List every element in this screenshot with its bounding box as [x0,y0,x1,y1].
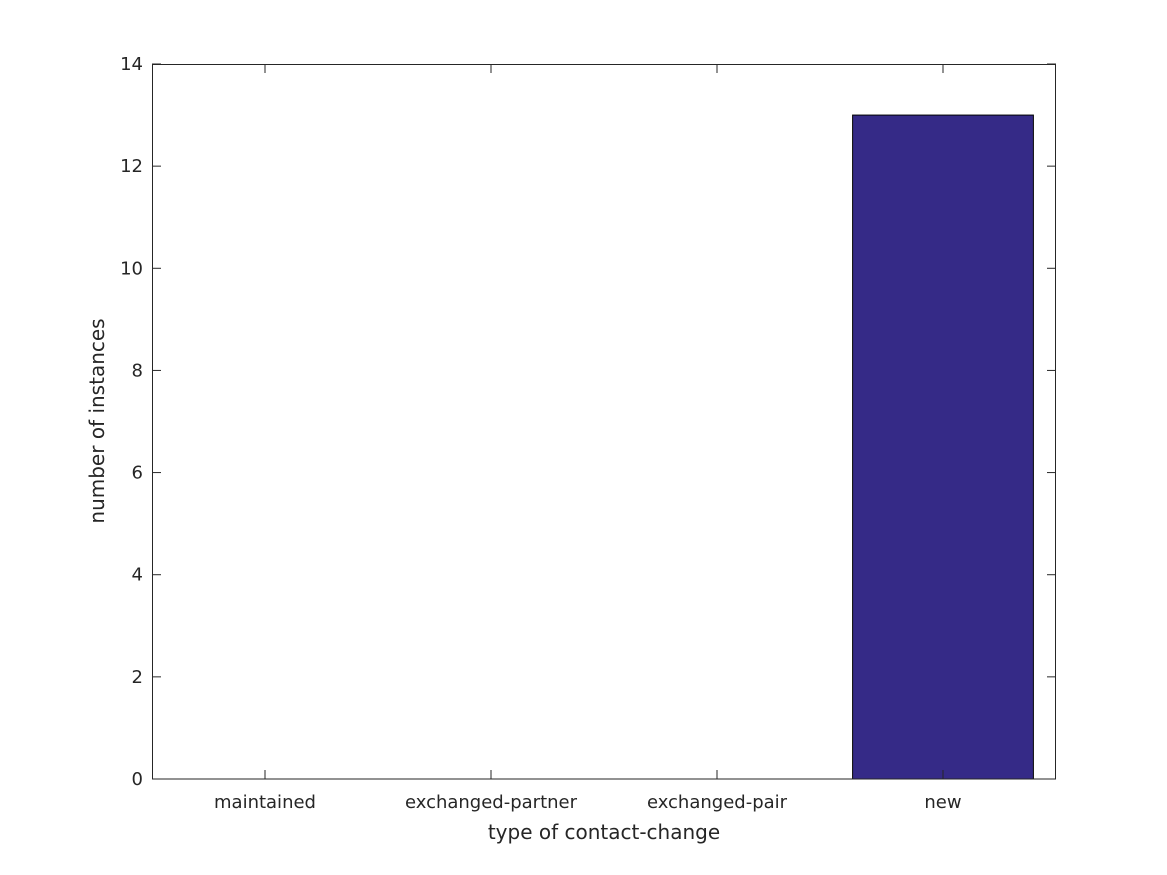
x-tick-label: maintained [214,792,316,813]
x-tick-label: new [924,792,961,813]
y-tick-label: 4 [132,565,143,586]
y-tick-label: 0 [132,769,143,790]
x-tick-label: exchanged-partner [405,792,578,813]
y-axis-label: number of instances [85,318,109,523]
bar-new [852,114,1034,780]
plot-frame [152,64,1056,780]
y-tick-label: 8 [132,360,143,381]
x-axis-label: type of contact-change [488,820,720,844]
y-tick-label: 10 [120,258,143,279]
y-tick-label: 14 [120,54,143,75]
x-tick-label: exchanged-pair [647,792,788,813]
y-tick-label: 2 [132,667,143,688]
y-tick-label: 12 [120,156,143,177]
y-tick-label: 6 [132,463,143,484]
